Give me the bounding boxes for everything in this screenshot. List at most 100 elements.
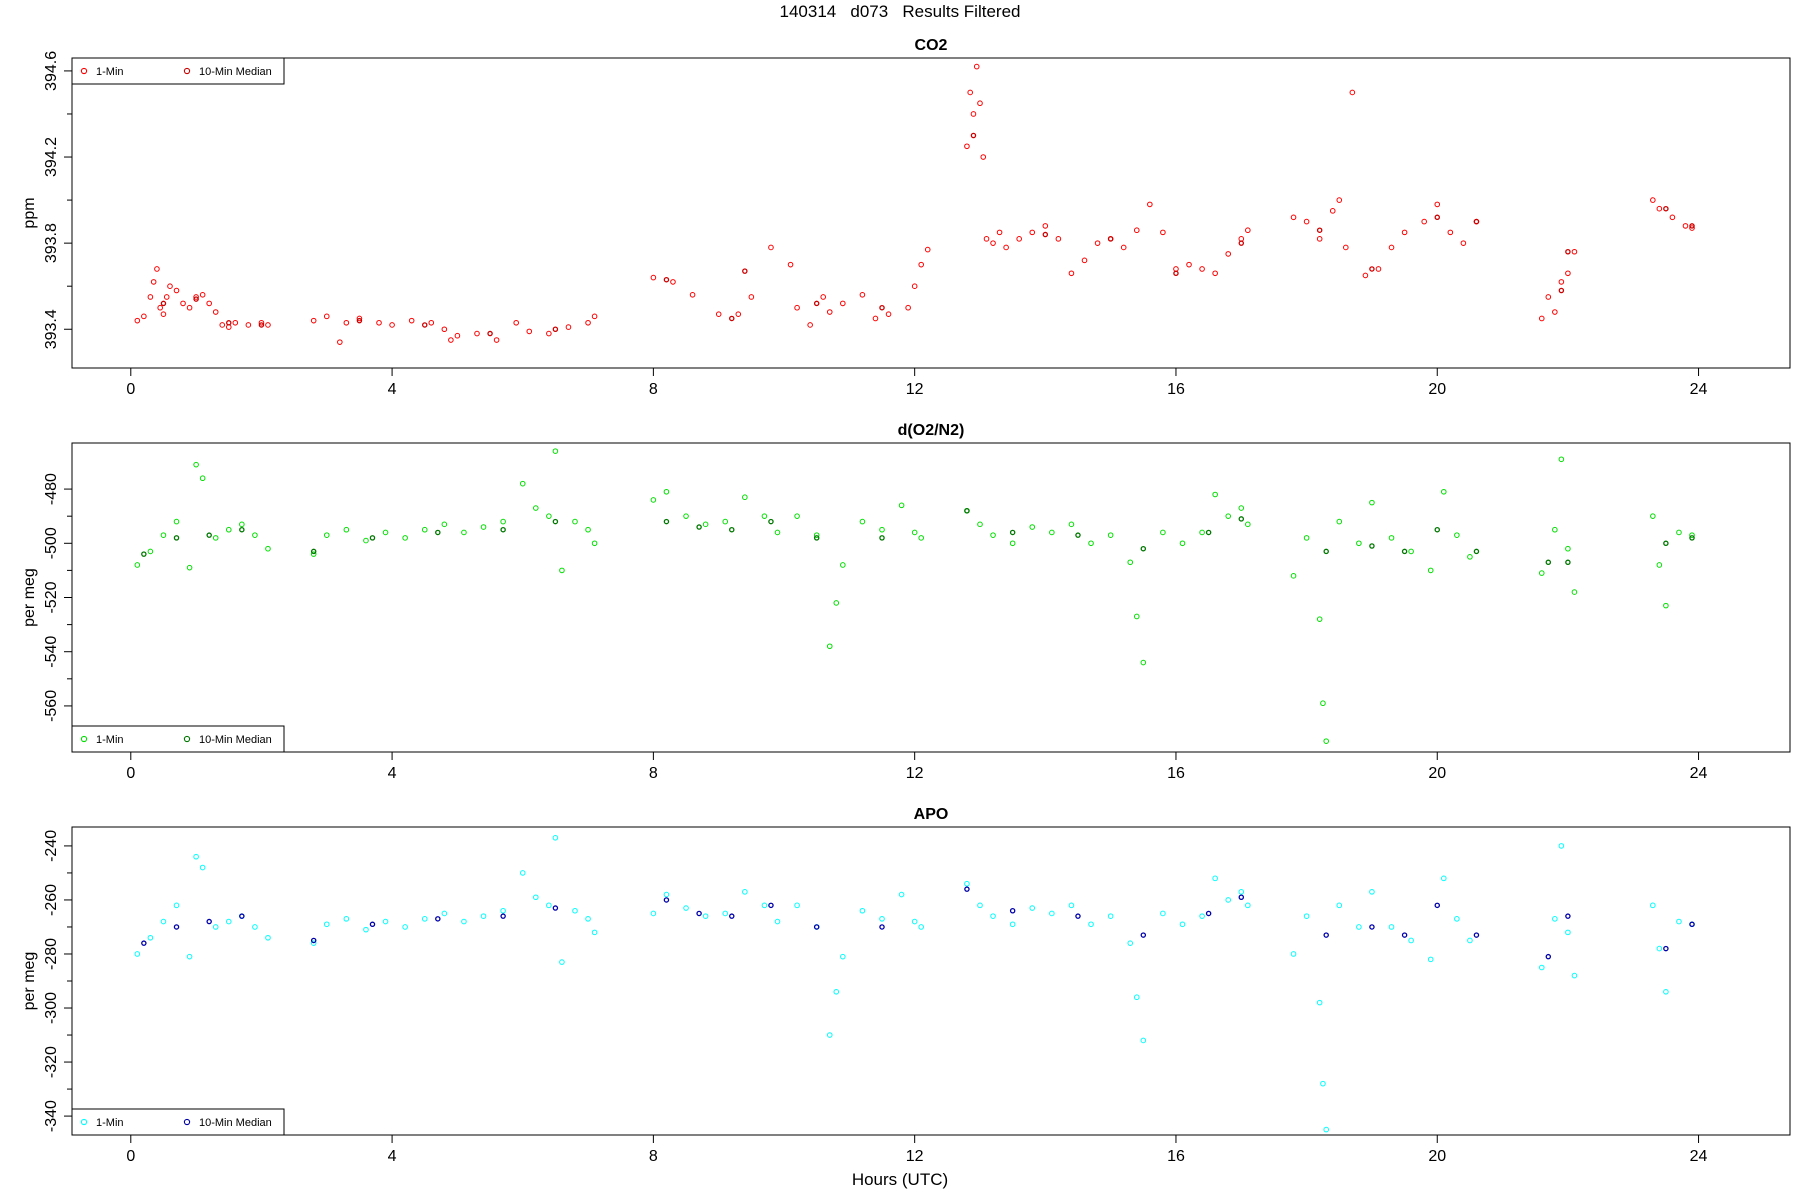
co2-1min-point: [840, 300, 846, 307]
o2n2-1min-point: [1245, 521, 1251, 528]
o2n2-y-axis-label: per meg: [21, 568, 38, 627]
o2n2-median-point: [369, 535, 376, 541]
o2n2-1min-point: [1049, 529, 1055, 536]
co2-1min-point: [715, 311, 722, 317]
co2-y-axis-label: ppm: [21, 197, 38, 228]
apo-1min-point: [1676, 918, 1682, 925]
o2n2-1min-point: [722, 518, 729, 525]
co2-1min-point: [1133, 227, 1140, 234]
o2n2-1min-point: [1676, 529, 1682, 536]
o2n2-median-point: [1009, 529, 1016, 536]
x-axis-label: Hours (UTC): [851, 1170, 949, 1189]
co2-median-point: [1173, 270, 1179, 277]
o2n2-1min-point: [1107, 532, 1114, 538]
o2n2-median-point: [1434, 526, 1441, 533]
apo-1min-point: [441, 910, 448, 917]
co2-1min-point: [911, 283, 918, 289]
o2n2-median-point: [663, 518, 670, 525]
apo-1min-point: [1179, 921, 1186, 928]
apo-1min-point: [421, 916, 428, 922]
co2-x-tick-label: 0: [126, 381, 135, 398]
o2n2-1min-point: [147, 548, 154, 555]
apo-1min-point: [363, 926, 369, 933]
o2n2-1min-point: [1133, 613, 1140, 620]
co2-1min-point: [990, 240, 996, 246]
o2n2-1min-point: [650, 497, 657, 503]
co2-1min-point: [826, 309, 833, 315]
apo-x-tick-label: 20: [1428, 1148, 1446, 1165]
o2n2-1min-point: [859, 518, 866, 525]
apo-median-point: [696, 910, 702, 917]
apo-median-point: [1434, 902, 1441, 909]
co2-1min-point: [193, 294, 199, 300]
o2n2-1min-point: [1454, 532, 1460, 538]
apo-y-tick-label: -280: [43, 938, 60, 970]
co2-1min-point: [428, 319, 435, 326]
apo-1min-point: [1127, 940, 1134, 946]
apo-plot-frame: [71, 826, 1791, 1136]
o2n2-median-point: [310, 548, 317, 555]
apo-1min-point: [911, 918, 918, 925]
o2n2-median-point: [1401, 548, 1408, 555]
o2n2-1min-point: [1571, 589, 1578, 595]
o2n2-median-point: [1369, 543, 1375, 549]
apo-legend-box: [71, 1108, 285, 1136]
o2n2-1min-point: [826, 643, 833, 650]
apo-1min-point: [1571, 972, 1578, 979]
co2-legend-label: 1-Min: [96, 66, 124, 78]
o2n2-panel: d(O2/N2) 0 4 8 12 16 20 24 -560 -540 -520 -500 -480 p…: [21, 422, 1791, 782]
co2-1min-point: [689, 292, 696, 298]
apo-median-point: [1323, 932, 1329, 938]
apo-1min-point: [225, 918, 232, 925]
o2n2-1min-point: [742, 494, 748, 501]
o2n2-median-point: [696, 524, 702, 530]
o2n2-median-point: [206, 532, 212, 538]
o2n2-1min-point: [840, 562, 846, 568]
co2-1min-point: [807, 322, 813, 328]
o2n2-1min-point: [1408, 548, 1414, 555]
co2-median-point: [729, 315, 735, 322]
co2-1min-point: [141, 313, 147, 320]
apo-1min-point: [742, 889, 748, 895]
o2n2-median-point: [552, 518, 559, 525]
co2-1min-point: [1375, 266, 1382, 272]
o2n2-median-point: [1205, 529, 1212, 536]
apo-median-point: [1663, 945, 1669, 952]
o2n2-legend-marker: [183, 735, 191, 743]
apo-median-point: [1009, 908, 1016, 914]
apo-median-point: [239, 913, 245, 919]
apo-1min-point: [193, 853, 199, 860]
apo-1min-point: [519, 870, 526, 876]
apo-1min-point: [977, 902, 983, 909]
o2n2-1min-point: [1388, 535, 1395, 541]
apo-median-point: [500, 913, 506, 919]
apo-1min-point: [1303, 913, 1310, 919]
co2-median-point: [193, 296, 199, 302]
o2n2-1min-point: [813, 532, 820, 538]
apo-x-tick-label: 0: [126, 1148, 135, 1165]
o2n2-1min-point: [323, 532, 330, 538]
apo-1min-point: [1454, 916, 1460, 922]
apo-median-point: [141, 940, 147, 946]
apo-median-point: [1238, 894, 1245, 900]
co2-1min-point: [1538, 315, 1545, 322]
co2-1min-point: [154, 266, 160, 272]
o2n2-x-tick-label: 4: [388, 765, 397, 782]
apo-1min-point: [879, 916, 885, 922]
apo-1min-point: [663, 891, 670, 898]
apo-1min-point: [1320, 1080, 1326, 1087]
apo-1min-point: [461, 918, 467, 925]
o2n2-x-tick-label: 0: [126, 765, 135, 782]
co2-1min-point: [1349, 89, 1356, 96]
co2-1min-point: [967, 89, 973, 96]
o2n2-median-point: [1323, 548, 1329, 555]
co2-plot-frame: [71, 57, 1791, 369]
apo-1min-point: [1088, 921, 1094, 928]
apo-1min-point: [585, 916, 591, 922]
co2-1min-point: [1343, 244, 1349, 251]
co2-1min-point: [1303, 218, 1310, 225]
co2-1min-point: [1421, 218, 1427, 225]
co2-1min-point: [964, 143, 970, 150]
co2-1min-point: [245, 322, 252, 328]
co2-1min-point: [905, 304, 911, 311]
